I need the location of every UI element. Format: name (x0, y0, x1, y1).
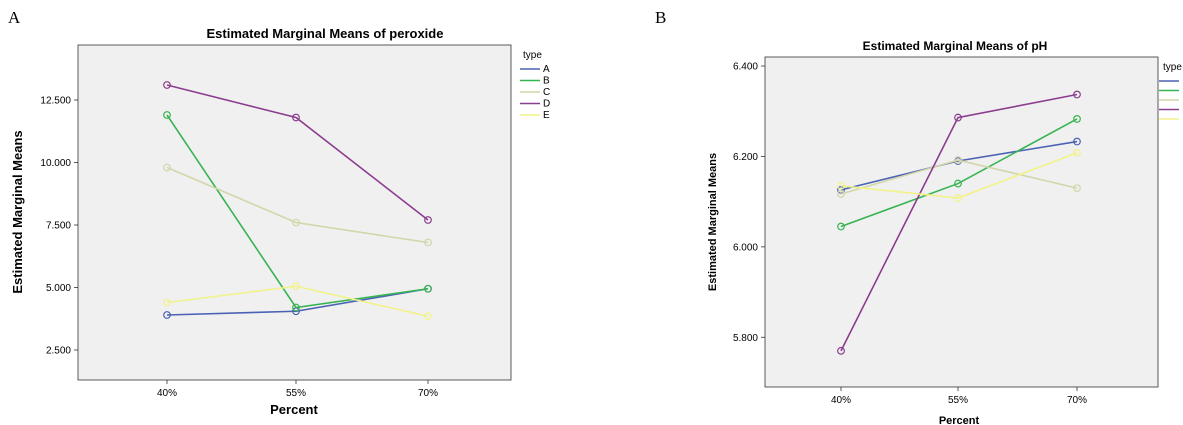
y-ticks: 5.800 6.000 6.200 6.400 (733, 62, 765, 344)
data-point (292, 113, 300, 122)
data-point (163, 111, 171, 119)
data-point (1073, 90, 1081, 99)
plot-area (77, 44, 512, 381)
data-point (163, 311, 171, 319)
data-point (837, 181, 845, 190)
y-tick-label: 6.000 (733, 242, 758, 253)
data-point (292, 303, 300, 312)
y-ticks: 2.500 5.000 7.500 10.000 12.500 (40, 96, 78, 357)
x-tick-label: 40% (157, 388, 177, 399)
x-ticks: 40% 55% 70% (157, 380, 438, 399)
x-tick-label: 55% (286, 388, 306, 399)
y-tick-label: 6.400 (733, 62, 758, 73)
series-line-4 (166, 285, 429, 318)
y-tick-label: 6.200 (733, 152, 758, 163)
data-point (954, 194, 962, 202)
chart-peroxide: Estimated Marginal Means of peroxide Est… (10, 26, 550, 417)
y-axis-label: Estimated Marginal Means (707, 153, 719, 291)
data-point (837, 222, 845, 231)
data-point (1073, 184, 1081, 192)
chart-title: Estimated Marginal Means of peroxide (207, 26, 444, 41)
series-line-3 (166, 84, 429, 221)
series-line-3 (840, 93, 1078, 352)
data-point (954, 179, 962, 188)
legend-label: B (543, 76, 550, 87)
plot-area (764, 56, 1159, 388)
x-axis-label: Percent (270, 402, 318, 417)
data-point (1073, 115, 1081, 123)
data-point (163, 298, 171, 307)
data-point (424, 284, 432, 293)
data-point (424, 238, 432, 247)
series-layer (837, 90, 1081, 355)
data-point (292, 282, 300, 291)
data-point (424, 216, 432, 224)
data-point (163, 163, 171, 172)
x-tick-label: 40% (831, 395, 851, 406)
legend (1159, 80, 1179, 120)
data-point (1073, 137, 1081, 146)
y-tick-label: 10.000 (40, 158, 71, 169)
data-point (424, 312, 432, 321)
series-line-2 (840, 159, 1078, 195)
data-point (954, 113, 962, 122)
legend-label: A (543, 64, 550, 75)
chart-title: Estimated Marginal Means of pH (863, 39, 1048, 53)
series-layer (163, 81, 432, 321)
data-point (163, 81, 171, 89)
x-tick-label: 55% (948, 395, 968, 406)
legend-label: C (543, 87, 550, 98)
panel-a-letter: A (8, 8, 21, 27)
panel-b-letter: B (655, 8, 667, 27)
y-tick-label: 5.800 (733, 333, 758, 344)
x-tick-label: 70% (418, 388, 438, 399)
series-line-0 (840, 140, 1078, 191)
x-ticks: 40% 55% 70% (831, 387, 1087, 406)
data-point (1073, 148, 1081, 157)
x-axis-label: Percent (939, 415, 980, 425)
data-point (837, 346, 845, 355)
series-line-4 (840, 152, 1078, 199)
y-tick-label: 7.500 (46, 221, 71, 232)
y-tick-label: 5.000 (46, 283, 71, 294)
data-point (292, 218, 300, 227)
series-line-1 (840, 118, 1078, 228)
series-line-2 (166, 166, 429, 244)
legend-title: type (523, 50, 542, 61)
y-axis-label: Estimated Marginal Means (10, 130, 25, 293)
legend-title: type (1163, 62, 1182, 73)
data-point (954, 156, 962, 164)
data-point (837, 190, 845, 198)
series-line-1 (166, 114, 429, 309)
y-tick-label: 2.500 (46, 346, 71, 357)
chart-ph: Estimated Marginal Means of pH Estimated… (707, 39, 1182, 425)
legend-label: E (543, 110, 550, 121)
legend-label: D (543, 99, 550, 110)
y-tick-label: 12.500 (40, 96, 71, 107)
x-tick-label: 70% (1067, 395, 1087, 406)
